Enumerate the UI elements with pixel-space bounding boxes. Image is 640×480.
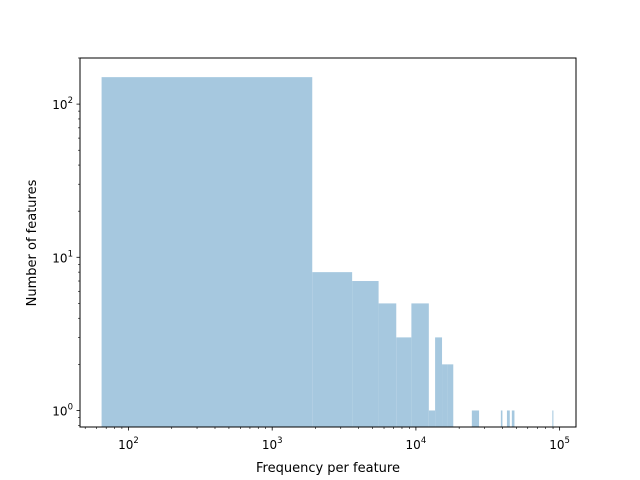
plot-frame xyxy=(79,57,577,428)
histogram-bar xyxy=(442,364,448,427)
histogram-bar xyxy=(511,410,515,427)
x-axis-ticks: 102 103 104 105 xyxy=(84,427,570,452)
histogram-bar xyxy=(378,303,397,427)
x-tick-label: 104 xyxy=(406,436,427,452)
histogram-bar xyxy=(552,410,554,427)
histogram-bar xyxy=(428,410,436,427)
histogram-bars xyxy=(101,77,554,427)
histogram-bar xyxy=(101,77,313,427)
x-tick-label: 105 xyxy=(549,436,570,452)
histogram-bar xyxy=(435,337,443,427)
histogram-bar xyxy=(500,410,503,427)
y-tick-label: 101 xyxy=(52,249,73,265)
histogram-bar xyxy=(312,272,353,427)
y-axis-ticks: 100 101 102 xyxy=(52,57,80,426)
y-tick-label: 102 xyxy=(52,96,73,112)
histogram-bar xyxy=(506,410,510,427)
histogram-bar xyxy=(352,281,379,427)
histogram-bar xyxy=(471,410,480,427)
y-tick-label: 100 xyxy=(52,402,73,418)
histogram-bar xyxy=(396,337,412,427)
x-tick-label: 103 xyxy=(262,436,283,452)
y-axis-label: Number of features xyxy=(25,179,40,306)
x-tick-label: 102 xyxy=(118,436,139,452)
x-axis-label: Frequency per feature xyxy=(256,461,400,476)
histogram-bar xyxy=(447,364,454,427)
histogram-bar xyxy=(411,303,429,427)
